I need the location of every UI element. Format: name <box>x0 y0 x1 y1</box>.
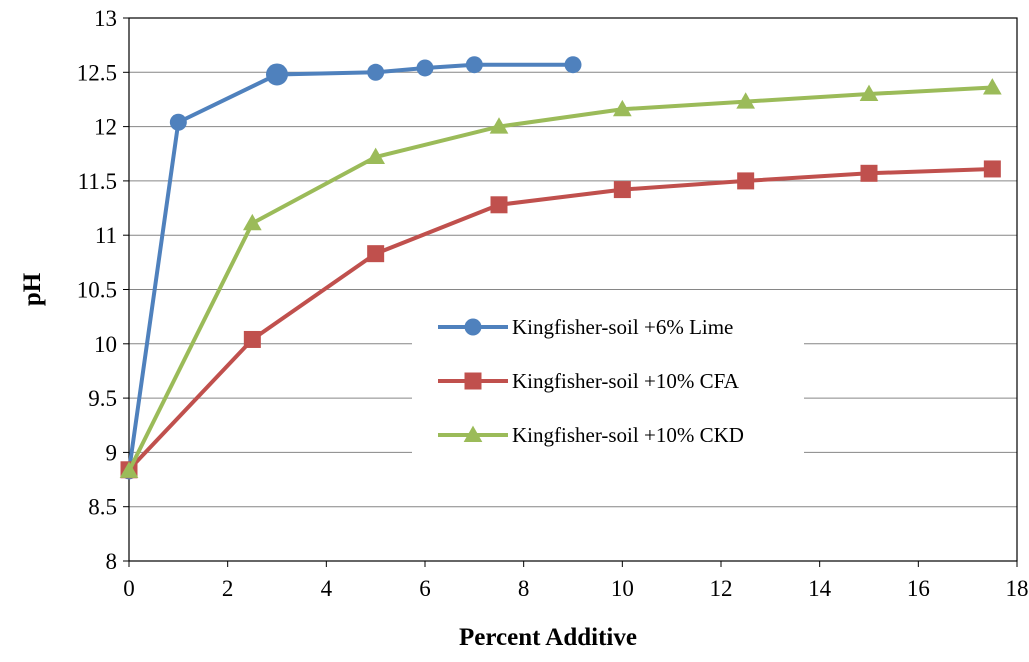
y-tick-label: 8 <box>106 549 118 574</box>
data-point <box>612 99 632 117</box>
legend: Kingfisher-soil +6% Lime Kingfisher-soil … <box>412 300 804 462</box>
x-tick-label: 0 <box>123 576 135 601</box>
x-tick-label: 14 <box>808 576 832 601</box>
x-tick-label: 12 <box>710 576 733 601</box>
data-point <box>860 164 878 182</box>
legend-item: Kingfisher-soil +6% Lime <box>438 315 733 339</box>
y-tick-label: 9.5 <box>88 386 117 411</box>
legend-label: Kingfisher-soil +10% CKD <box>512 423 744 447</box>
data-point <box>367 63 385 81</box>
x-tick-label: 18 <box>1006 576 1029 601</box>
y-tick-label: 13 <box>94 6 117 31</box>
data-point <box>243 330 261 348</box>
data-point <box>983 160 1001 178</box>
x-tick-label: 2 <box>222 576 234 601</box>
y-tick-label: 12.5 <box>77 60 117 85</box>
data-point <box>490 196 508 214</box>
data-point <box>613 181 631 199</box>
legend-label: Kingfisher-soil +6% Lime <box>512 315 733 339</box>
y-axis-title: pH <box>19 272 46 306</box>
legend-item: Kingfisher-soil +10% CFA <box>438 369 740 393</box>
x-axis-title: Percent Additive <box>459 624 637 651</box>
data-point <box>266 63 288 86</box>
x-tick-label: 8 <box>518 576 530 601</box>
data-point <box>465 56 483 74</box>
data-point <box>982 78 1002 95</box>
series-line <box>127 85 993 472</box>
legend-swatch-marker <box>464 372 482 390</box>
legend-label: Kingfisher-soil +10% CFA <box>512 369 740 393</box>
series-line <box>127 166 993 472</box>
y-tick-label: 11 <box>95 223 117 248</box>
legend-swatch-marker <box>463 425 483 443</box>
x-tick-label: 10 <box>611 576 634 601</box>
series-2 <box>120 160 1001 479</box>
x-tick-label: 6 <box>419 576 431 601</box>
data-point <box>242 213 262 231</box>
axes: 8 8.5 9 9.5 10 10.5 11 11.5 12 12.5 13 0 2 4 6 8 10 12 14 1… <box>77 6 1029 601</box>
y-tick-label: 9 <box>106 440 118 465</box>
data-point <box>859 84 879 102</box>
y-tick-label: 12 <box>94 115 117 140</box>
data-point <box>736 92 756 109</box>
legend-swatch-marker <box>464 318 482 336</box>
y-tick-label: 11.5 <box>78 169 117 194</box>
legend-item: Kingfisher-soil +10% CKD <box>438 423 744 447</box>
x-tick-label: 4 <box>321 576 333 601</box>
data-point <box>169 113 187 131</box>
y-tick-label: 8.5 <box>88 495 117 520</box>
data-point <box>416 59 434 77</box>
y-tick-label: 10.5 <box>77 278 117 303</box>
data-point <box>366 147 386 165</box>
data-point <box>119 461 139 478</box>
series-3 <box>119 78 1002 478</box>
data-point <box>489 117 509 134</box>
y-tick-label: 10 <box>94 332 117 357</box>
data-point <box>367 245 385 263</box>
data-point <box>737 172 755 190</box>
data-point <box>564 56 582 74</box>
x-tick-label: 16 <box>907 576 930 601</box>
series-group <box>119 56 1002 480</box>
